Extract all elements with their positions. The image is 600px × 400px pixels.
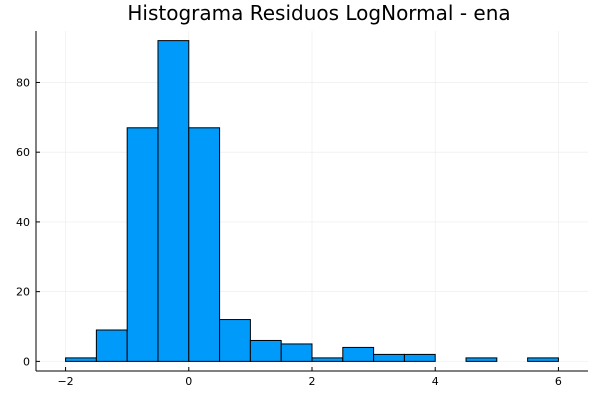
histogram-bar <box>157 40 190 362</box>
x-tick-label: 2 <box>309 375 316 388</box>
y-tick-label: 0 <box>23 355 30 368</box>
histogram-bar <box>403 353 436 362</box>
histogram-bar <box>373 353 405 362</box>
x-tick-label: 0 <box>185 375 192 388</box>
x-tick-label: 4 <box>432 375 439 388</box>
histogram-bar <box>465 357 498 362</box>
histogram-bar <box>188 127 221 362</box>
x-tick-label: −2 <box>57 375 73 388</box>
x-tick-label: 6 <box>555 375 562 388</box>
y-tick-label: 80 <box>16 76 30 89</box>
histogram-bar <box>65 357 97 362</box>
chart-title: Histograma Residuos LogNormal - ena <box>127 1 510 25</box>
histogram-bar <box>280 343 313 362</box>
grid-lines <box>36 31 588 371</box>
histogram-bar <box>342 346 375 362</box>
histogram-bar <box>126 127 159 362</box>
histogram-bar <box>219 319 251 362</box>
histogram-bar <box>249 339 282 362</box>
histogram-bar <box>95 329 128 362</box>
histogram-bar <box>527 357 559 362</box>
y-tick-label: 60 <box>16 146 30 159</box>
axes <box>35 31 588 372</box>
y-tick-label: 20 <box>16 286 30 299</box>
histogram-bars <box>65 40 559 362</box>
histogram-bar <box>311 357 344 362</box>
y-tick-label: 40 <box>16 216 30 229</box>
